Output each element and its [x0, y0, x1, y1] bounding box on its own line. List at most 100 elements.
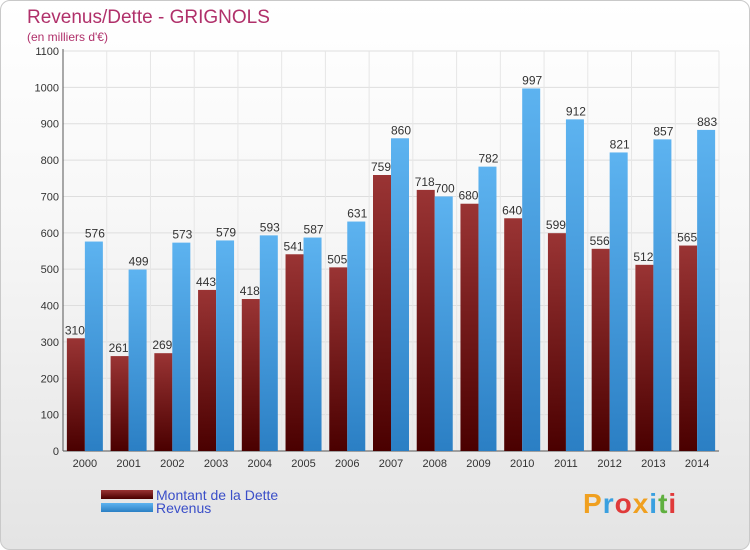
y-tick-label: 600	[41, 228, 59, 240]
y-tick-label: 700	[41, 191, 59, 203]
y-tick-label: 900	[41, 119, 59, 131]
x-tick-label: 2014	[685, 458, 709, 470]
bar-dette	[416, 189, 435, 451]
x-tick-label: 2004	[248, 458, 272, 470]
x-tick-label: 2003	[204, 458, 228, 470]
data-label: 505	[327, 252, 347, 266]
y-tick-label: 800	[41, 155, 59, 167]
x-tick-label: 2010	[510, 458, 534, 470]
chart-subtitle: (en milliers d'€)	[27, 30, 108, 44]
bar-revenus	[653, 139, 672, 451]
bar-dette	[110, 356, 129, 451]
data-label: 680	[458, 189, 478, 203]
data-label: 576	[85, 227, 105, 241]
bar-revenus	[434, 196, 453, 451]
chart-title: Revenus/Dette - GRIGNOLS	[27, 7, 270, 28]
bar-revenus	[128, 269, 147, 451]
x-tick-label: 2002	[160, 458, 184, 470]
bar-revenus	[347, 221, 366, 451]
data-label: 860	[391, 123, 411, 137]
x-tick-label: 2012	[597, 458, 621, 470]
data-label: 997	[522, 73, 542, 87]
bar-revenus	[478, 166, 497, 452]
bar-revenus	[172, 242, 191, 451]
bar-revenus	[565, 119, 584, 451]
legend-label: Revenus	[156, 500, 211, 516]
x-tick-label: 2008	[422, 458, 446, 470]
y-tick-label: 1000	[35, 82, 59, 94]
data-label: 640	[502, 203, 522, 217]
data-label: 556	[590, 234, 610, 248]
data-label: 418	[240, 284, 260, 298]
brand-letter: i	[649, 488, 659, 519]
bar-revenus	[609, 152, 628, 452]
data-label: 443	[196, 275, 216, 289]
y-tick-label: 500	[41, 264, 59, 276]
data-label: 718	[415, 175, 435, 189]
data-label: 587	[304, 223, 324, 237]
data-label: 857	[653, 124, 673, 138]
y-tick-label: 0	[53, 446, 59, 458]
x-tick-label: 2000	[73, 458, 97, 470]
brand-letter: P	[583, 488, 603, 519]
bar-dette	[329, 267, 348, 451]
x-tick-label: 2006	[335, 458, 359, 470]
data-label: 700	[435, 181, 455, 195]
bar-dette	[198, 289, 217, 451]
data-label: 269	[152, 338, 172, 352]
x-tick-label: 2001	[116, 458, 140, 470]
data-label: 310	[65, 323, 85, 337]
data-label: 593	[260, 220, 280, 234]
data-label: 912	[566, 104, 586, 118]
bar-revenus	[522, 88, 541, 452]
bar-dette	[285, 254, 304, 451]
x-tick-label: 2013	[641, 458, 665, 470]
brand-letter: o	[614, 488, 633, 519]
data-label: 599	[546, 218, 566, 232]
bar-dette	[504, 218, 523, 451]
bar-dette	[635, 264, 654, 451]
bar-dette	[241, 299, 260, 451]
bars	[66, 88, 716, 452]
brand-letter: r	[602, 488, 615, 519]
bar-dette	[373, 175, 391, 451]
data-label: 541	[284, 239, 304, 253]
x-tick-label: 2011	[554, 458, 578, 470]
data-label: 565	[677, 231, 697, 245]
y-tick-label: 100	[41, 410, 59, 422]
legend-swatch	[101, 503, 153, 512]
y-tick-label: 200	[41, 373, 59, 385]
legend-label: Montant de la Dette	[156, 487, 278, 503]
x-tick-label: 2009	[466, 458, 490, 470]
x-tick-label: 2005	[291, 458, 315, 470]
data-label: 782	[478, 152, 498, 166]
bar-revenus	[697, 129, 716, 451]
brand-logo: Proxiti	[583, 488, 677, 520]
brand-letter: x	[632, 488, 650, 519]
brand-letter: i	[668, 488, 678, 519]
data-label: 261	[109, 341, 129, 355]
data-label: 631	[347, 207, 367, 221]
data-label: 579	[216, 225, 236, 239]
data-label: 512	[633, 250, 653, 264]
bar-dette	[154, 353, 173, 451]
bar-revenus	[216, 240, 235, 451]
data-label: 573	[172, 228, 192, 242]
bar-dette	[547, 233, 566, 451]
data-label: 883	[697, 115, 717, 129]
data-label: 759	[371, 160, 391, 174]
bar-revenus	[259, 235, 278, 451]
bar-revenus	[391, 138, 409, 452]
legend-swatch	[101, 490, 153, 499]
bar-revenus	[84, 241, 103, 451]
bar-revenus	[303, 237, 322, 451]
data-label: 499	[129, 255, 149, 269]
bar-dette	[679, 245, 698, 451]
y-tick-label: 1100	[35, 46, 59, 58]
bar-dette	[591, 248, 610, 451]
brand-letter: t	[658, 488, 669, 519]
